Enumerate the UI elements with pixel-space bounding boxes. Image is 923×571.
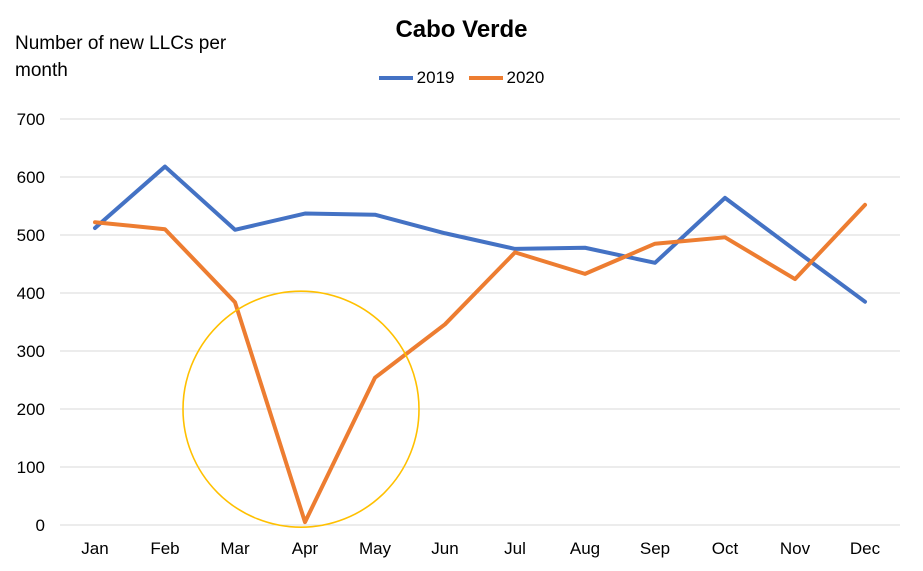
y-tick-label: 500 bbox=[17, 226, 45, 245]
legend-label-2019: 2019 bbox=[416, 68, 455, 87]
x-tick-label-sep: Sep bbox=[640, 539, 670, 558]
x-tick-label-nov: Nov bbox=[780, 539, 811, 558]
legend-item-2019: 2019 bbox=[378, 68, 455, 88]
y-tick-label: 200 bbox=[17, 400, 45, 419]
x-tick-label-apr: Apr bbox=[292, 539, 319, 558]
x-tick-label-may: May bbox=[359, 539, 392, 558]
y-tick-label: 100 bbox=[17, 458, 45, 477]
y-tick-label: 600 bbox=[17, 168, 45, 187]
series-line-2020 bbox=[93, 202, 867, 525]
x-tick-label-feb: Feb bbox=[150, 539, 179, 558]
series-line-2019 bbox=[93, 164, 867, 304]
x-tick-label-oct: Oct bbox=[712, 539, 739, 558]
x-tick-label-jan: Jan bbox=[81, 539, 108, 558]
annotation-circle bbox=[182, 290, 420, 529]
legend-item-2020: 2020 bbox=[468, 68, 545, 88]
x-tick-label-dec: Dec bbox=[850, 539, 881, 558]
legend-swatch-2019 bbox=[378, 76, 413, 80]
y-tick-label: 700 bbox=[17, 110, 45, 129]
legend-label-2020: 2020 bbox=[506, 68, 545, 87]
y-tick-label: 0 bbox=[36, 516, 45, 535]
x-tick-label-jun: Jun bbox=[431, 539, 458, 558]
chart-title: Cabo Verde bbox=[395, 16, 528, 43]
y-tick-label: 400 bbox=[17, 284, 45, 303]
x-tick-label-jul: Jul bbox=[504, 539, 526, 558]
y-tick-label: 300 bbox=[17, 342, 45, 361]
x-tick-label-aug: Aug bbox=[570, 539, 600, 558]
y-axis-label: Number of new LLCs per month bbox=[15, 33, 227, 81]
x-tick-label-mar: Mar bbox=[220, 539, 250, 558]
legend-swatch-2020 bbox=[468, 76, 503, 80]
legend: 2019 2020 bbox=[0, 68, 923, 88]
